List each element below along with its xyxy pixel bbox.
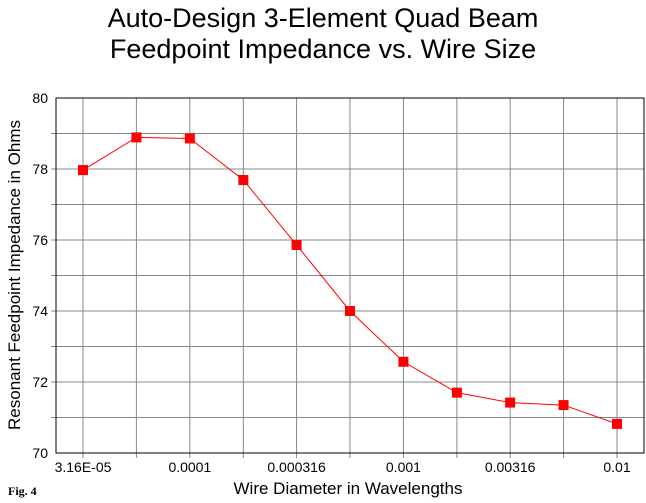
y-tick-labels: 70 72 74 76 78 80	[32, 90, 48, 461]
x-tick-label: 0.01	[603, 459, 630, 475]
y-tick-label: 74	[32, 303, 48, 319]
y-tick-label: 72	[32, 374, 48, 390]
data-point	[398, 356, 409, 367]
x-tick-label: 0.00316	[485, 459, 536, 475]
x-tick-labels: 3.16E-05 0.0001 0.000316 0.001 0.00316 0.01	[55, 459, 631, 475]
x-tick-label: 0.000316	[267, 459, 326, 475]
x-tick-label: 0.001	[386, 459, 421, 475]
y-tick-label: 78	[32, 161, 48, 177]
y-tick-label: 76	[32, 232, 48, 248]
data-point	[558, 400, 569, 411]
x-axis-label: Wire Diameter in Wavelengths	[234, 479, 463, 498]
data-point	[291, 239, 302, 250]
data-point	[238, 175, 249, 186]
y-axis-label: Resonant Feedpoint Impedance in Ohms	[5, 120, 24, 430]
data-point	[505, 397, 516, 408]
data-point	[451, 387, 462, 398]
data-point	[184, 133, 195, 144]
figure-label: Fig. 4	[8, 484, 37, 498]
data-point	[78, 165, 88, 176]
data-point	[344, 306, 355, 316]
x-tick-label: 3.16E-05	[55, 459, 112, 475]
chart-title: Auto-Design 3-Element Quad Beam	[107, 3, 539, 33]
x-tick-label: 0.0001	[168, 459, 211, 475]
plot-frame	[55, 97, 645, 454]
series-markers	[78, 132, 622, 429]
data-point	[131, 132, 142, 143]
y-tick-label: 80	[32, 90, 48, 106]
data-point	[612, 418, 622, 429]
y-tick-label: 70	[32, 445, 48, 461]
grid	[51, 98, 644, 458]
chart-subtitle: Feedpoint Impedance vs. Wire Size	[109, 34, 537, 64]
